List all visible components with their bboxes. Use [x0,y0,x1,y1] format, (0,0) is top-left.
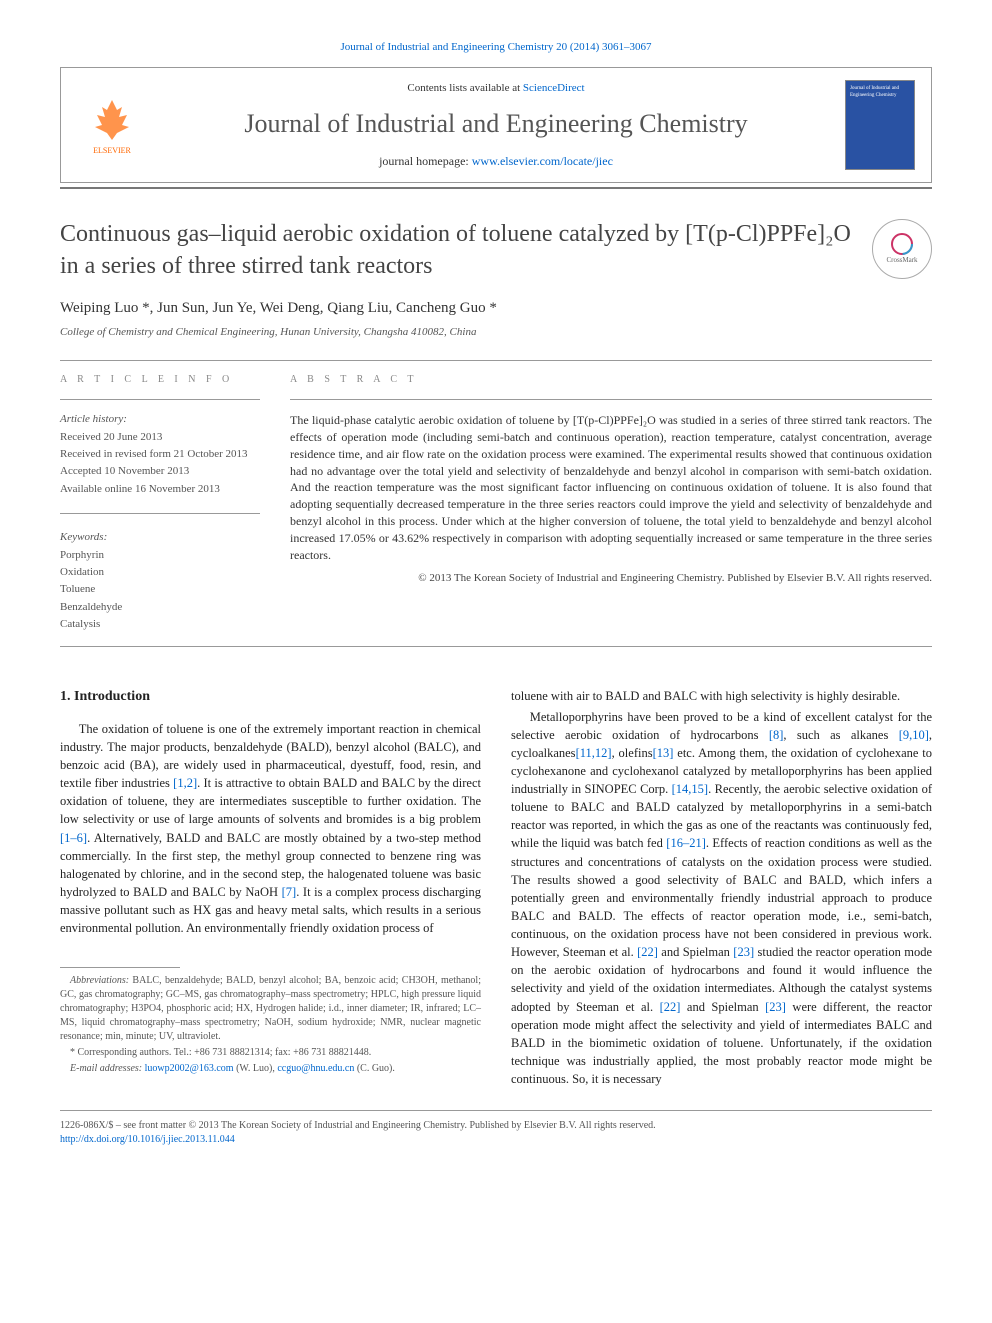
emails: E-mail addresses: luowp2002@163.com (W. … [60,1062,481,1076]
sciencedirect-link[interactable]: ScienceDirect [523,82,585,94]
homepage-line: journal homepage: www.elsevier.com/locat… [147,153,845,170]
elsevier-label: ELSEVIER [93,145,131,156]
info-rule-2 [60,513,260,514]
body-text: . Effects of reaction conditions as well… [511,836,932,959]
footnote-rule [60,967,180,968]
article-title: Continuous gas–liquid aerobic oxidation … [60,219,852,281]
right-column: toluene with air to BALD and BALC with h… [511,687,932,1090]
left-column: 1. Introduction The oxidation of toluene… [60,687,481,1090]
email-label: E-mail addresses: [70,1063,145,1074]
ref-link[interactable]: [14,15] [672,782,708,796]
footer: 1226-086X/$ – see front matter © 2013 Th… [60,1110,932,1147]
crossmark-icon [890,232,914,256]
homepage-prefix: journal homepage: [379,154,472,168]
ref-link[interactable]: [7] [282,885,297,899]
body-columns: 1. Introduction The oxidation of toluene… [60,687,932,1090]
abstract-copyright: © 2013 The Korean Society of Industrial … [290,571,932,586]
ref-link[interactable]: [1,2] [173,776,197,790]
header-divider [60,187,932,189]
email-link[interactable]: luowp2002@163.com [145,1063,234,1074]
header-center: Contents lists available at ScienceDirec… [147,81,845,170]
section-heading: 1. Introduction [60,687,481,707]
body-text: and Spielman [680,1000,765,1014]
footnotes: Abbreviations: BALC, benzaldehyde; BALD,… [60,967,481,1076]
history-revised: Received in revised form 21 October 2013 [60,447,260,462]
abstract-rule [290,399,932,400]
history-received: Received 20 June 2013 [60,430,260,445]
history-label: Article history: [60,412,260,427]
ref-link[interactable]: [9,10] [899,728,929,742]
ref-link[interactable]: [23] [765,1000,786,1014]
ref-link[interactable]: [23] [733,945,754,959]
keyword: Porphyrin [60,548,260,563]
info-abstract-row: A R T I C L E I N F O Article history: R… [60,373,932,634]
keywords-label: Keywords: [60,530,260,545]
keyword: Toluene [60,582,260,597]
top-citation: Journal of Industrial and Engineering Ch… [60,40,932,55]
affiliation: College of Chemistry and Chemical Engine… [60,325,932,340]
ref-link[interactable]: [22] [660,1000,681,1014]
doi-link[interactable]: http://dx.doi.org/10.1016/j.jiec.2013.11… [60,1134,235,1145]
journal-name: Journal of Industrial and Engineering Ch… [147,106,845,142]
email-link[interactable]: ccguo@hnu.edu.cn [277,1063,354,1074]
footer-front-matter: 1226-086X/$ – see front matter © 2013 Th… [60,1119,932,1133]
crossmark-badge[interactable]: CrossMark [872,219,932,279]
article-info-col: A R T I C L E I N F O Article history: R… [60,373,260,634]
keyword: Oxidation [60,565,260,580]
info-rule-1 [60,399,260,400]
ref-link[interactable]: [16–21] [666,836,706,850]
crossmark-label: CrossMark [886,256,917,266]
keyword: Catalysis [60,617,260,632]
abbrev-label: Abbreviations: [70,975,129,986]
ref-link[interactable]: [13] [653,746,674,760]
body-paragraph: toluene with air to BALD and BALC with h… [511,687,932,705]
keyword: Benzaldehyde [60,600,260,615]
corresponding-authors: * Corresponding authors. Tel.: +86 731 8… [60,1046,481,1060]
authors-line: Weiping Luo *, Jun Sun, Jun Ye, Wei Deng… [60,298,932,319]
abbreviations: Abbreviations: BALC, benzaldehyde; BALD,… [60,974,481,1044]
authors-text: Weiping Luo *, Jun Sun, Jun Ye, Wei Deng… [60,300,497,316]
body-text: , such as alkanes [783,728,898,742]
abstract-col: A B S T R A C T The liquid-phase catalyt… [290,373,932,634]
history-accepted: Accepted 10 November 2013 [60,464,260,479]
body-text: , olefins [612,746,653,760]
ref-link[interactable]: [8] [769,728,784,742]
ref-link[interactable]: [1–6] [60,831,87,845]
title-row: Continuous gas–liquid aerobic oxidation … [60,219,932,281]
abstract-heading: A B S T R A C T [290,373,932,387]
body-text: and Spielman [658,945,733,959]
ref-link[interactable]: [22] [637,945,658,959]
journal-header: ELSEVIER Contents lists available at Sci… [60,67,932,183]
keywords-block: Keywords: Porphyrin Oxidation Toluene Be… [60,530,260,632]
email-who: (W. Luo), [234,1063,278,1074]
rule-below-abstract [60,646,932,647]
ref-link[interactable]: [11,12] [576,746,612,760]
journal-cover-thumb: Journal of Industrial and Engineering Ch… [845,80,915,170]
email-who: (C. Guo). [354,1063,395,1074]
contents-line: Contents lists available at ScienceDirec… [147,81,845,96]
homepage-link[interactable]: www.elsevier.com/locate/jiec [472,154,613,168]
cover-text: Journal of Industrial and Engineering Ch… [850,85,910,99]
elsevier-logo: ELSEVIER [77,85,147,165]
article-info-heading: A R T I C L E I N F O [60,373,260,387]
body-paragraph: The oxidation of toluene is one of the e… [60,720,481,938]
contents-prefix: Contents lists available at [407,82,522,94]
history-online: Available online 16 November 2013 [60,482,260,497]
citation-link[interactable]: Journal of Industrial and Engineering Ch… [340,41,651,53]
abstract-text: The liquid-phase catalytic aerobic oxida… [290,412,932,563]
rule-above-info [60,360,932,361]
body-paragraph: Metalloporphyrins have been proved to be… [511,708,932,1089]
elsevier-tree-icon [87,95,137,145]
